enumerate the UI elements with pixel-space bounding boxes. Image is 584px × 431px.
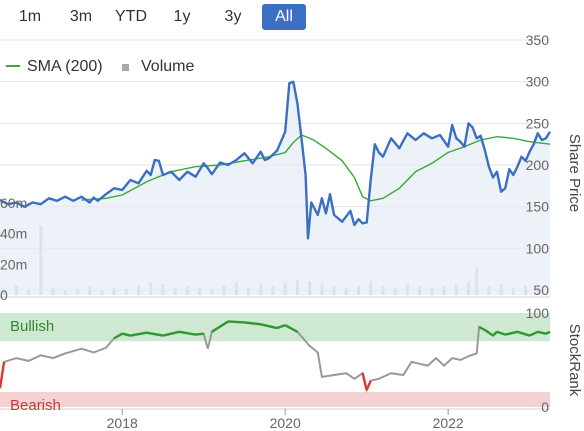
- range-tab-1y[interactable]: 1y: [173, 8, 191, 25]
- stockrank-bullish-segment: [244, 321, 261, 326]
- stockrank-bullish-segment: [496, 330, 506, 336]
- stockrank-bullish-segment: [121, 332, 131, 337]
- stockrank-bullish-segment: [529, 330, 539, 337]
- stockrank-bullish-segment: [195, 332, 204, 336]
- stockrank-bullish-segment: [478, 326, 486, 331]
- volume-tick-label: 0: [0, 287, 8, 303]
- stockrank-bearish-segment: [361, 372, 368, 391]
- price-tick-label: 100: [526, 240, 550, 256]
- stockrank-bullish-segment: [276, 324, 286, 330]
- stockrank-bullish-segment: [484, 328, 494, 337]
- legend-volume-swatch: [122, 64, 129, 71]
- stockrank-bullish-segment: [284, 324, 298, 333]
- range-tab-3y[interactable]: 3y: [224, 8, 242, 25]
- range-tab-3m[interactable]: 3m: [69, 8, 93, 25]
- stockrank-bullish-segment: [492, 330, 498, 337]
- range-tab-ytd[interactable]: YTD: [115, 8, 147, 25]
- bullish-label: Bullish: [10, 318, 54, 335]
- price-tick-label: 150: [526, 199, 550, 215]
- bearish-label: Bearish: [10, 397, 61, 414]
- stockrank-bullish-segment: [130, 331, 147, 337]
- stockrank-tick-label: 0: [541, 399, 549, 415]
- sma-200-line: [81, 134, 551, 202]
- price-tick-label: 200: [526, 157, 550, 173]
- stockrank-bullish-segment: [146, 331, 164, 337]
- stockrank-bullish-segment: [537, 330, 547, 335]
- volume-tick-label: 20m: [0, 256, 27, 272]
- price-tick-label: 350: [526, 32, 550, 48]
- x-tick-label: 2018: [107, 415, 138, 431]
- stockrank-axis-title: StockRank: [566, 324, 583, 397]
- stockrank-bullish-segment: [504, 330, 518, 336]
- stockrank-bullish-segment: [545, 330, 551, 335]
- range-tab-all[interactable]: All: [262, 4, 306, 30]
- stockrank-bullish-segment: [113, 332, 123, 340]
- stockrank-line: [0, 320, 551, 394]
- price-tick-label: 300: [526, 74, 550, 90]
- bearish-band: [0, 391, 550, 407]
- stockrank-tick-label: 100: [526, 305, 550, 321]
- price-tick-label: 250: [526, 115, 550, 131]
- stockrank-bearish-segment: [365, 380, 372, 391]
- stockrank-bullish-segment: [517, 330, 530, 337]
- price-area: [0, 81, 550, 295]
- legend-sma-label: SMA (200): [27, 58, 103, 75]
- range-tab-1m[interactable]: 1m: [18, 8, 42, 25]
- stockrank-bearish-segment: [0, 361, 6, 389]
- share-price-line: [0, 80, 552, 240]
- stockrank-bullish-segment: [228, 320, 245, 324]
- x-tick-label: 2022: [433, 415, 464, 431]
- legend-volume-label: Volume: [141, 58, 194, 75]
- stockrank-bullish-segment: [211, 320, 229, 333]
- price-tick-label: 50: [533, 282, 549, 298]
- stockrank-bullish-segment: [260, 323, 278, 330]
- stockrank-bullish-segment: [179, 330, 196, 336]
- stockrank-bullish-segment: [162, 330, 180, 337]
- price-axis-title: Share Price: [566, 134, 583, 212]
- volume-tick-label: 40m: [0, 226, 27, 242]
- x-tick-label: 2020: [270, 415, 301, 431]
- volume-tick-label: 60m: [0, 195, 27, 211]
